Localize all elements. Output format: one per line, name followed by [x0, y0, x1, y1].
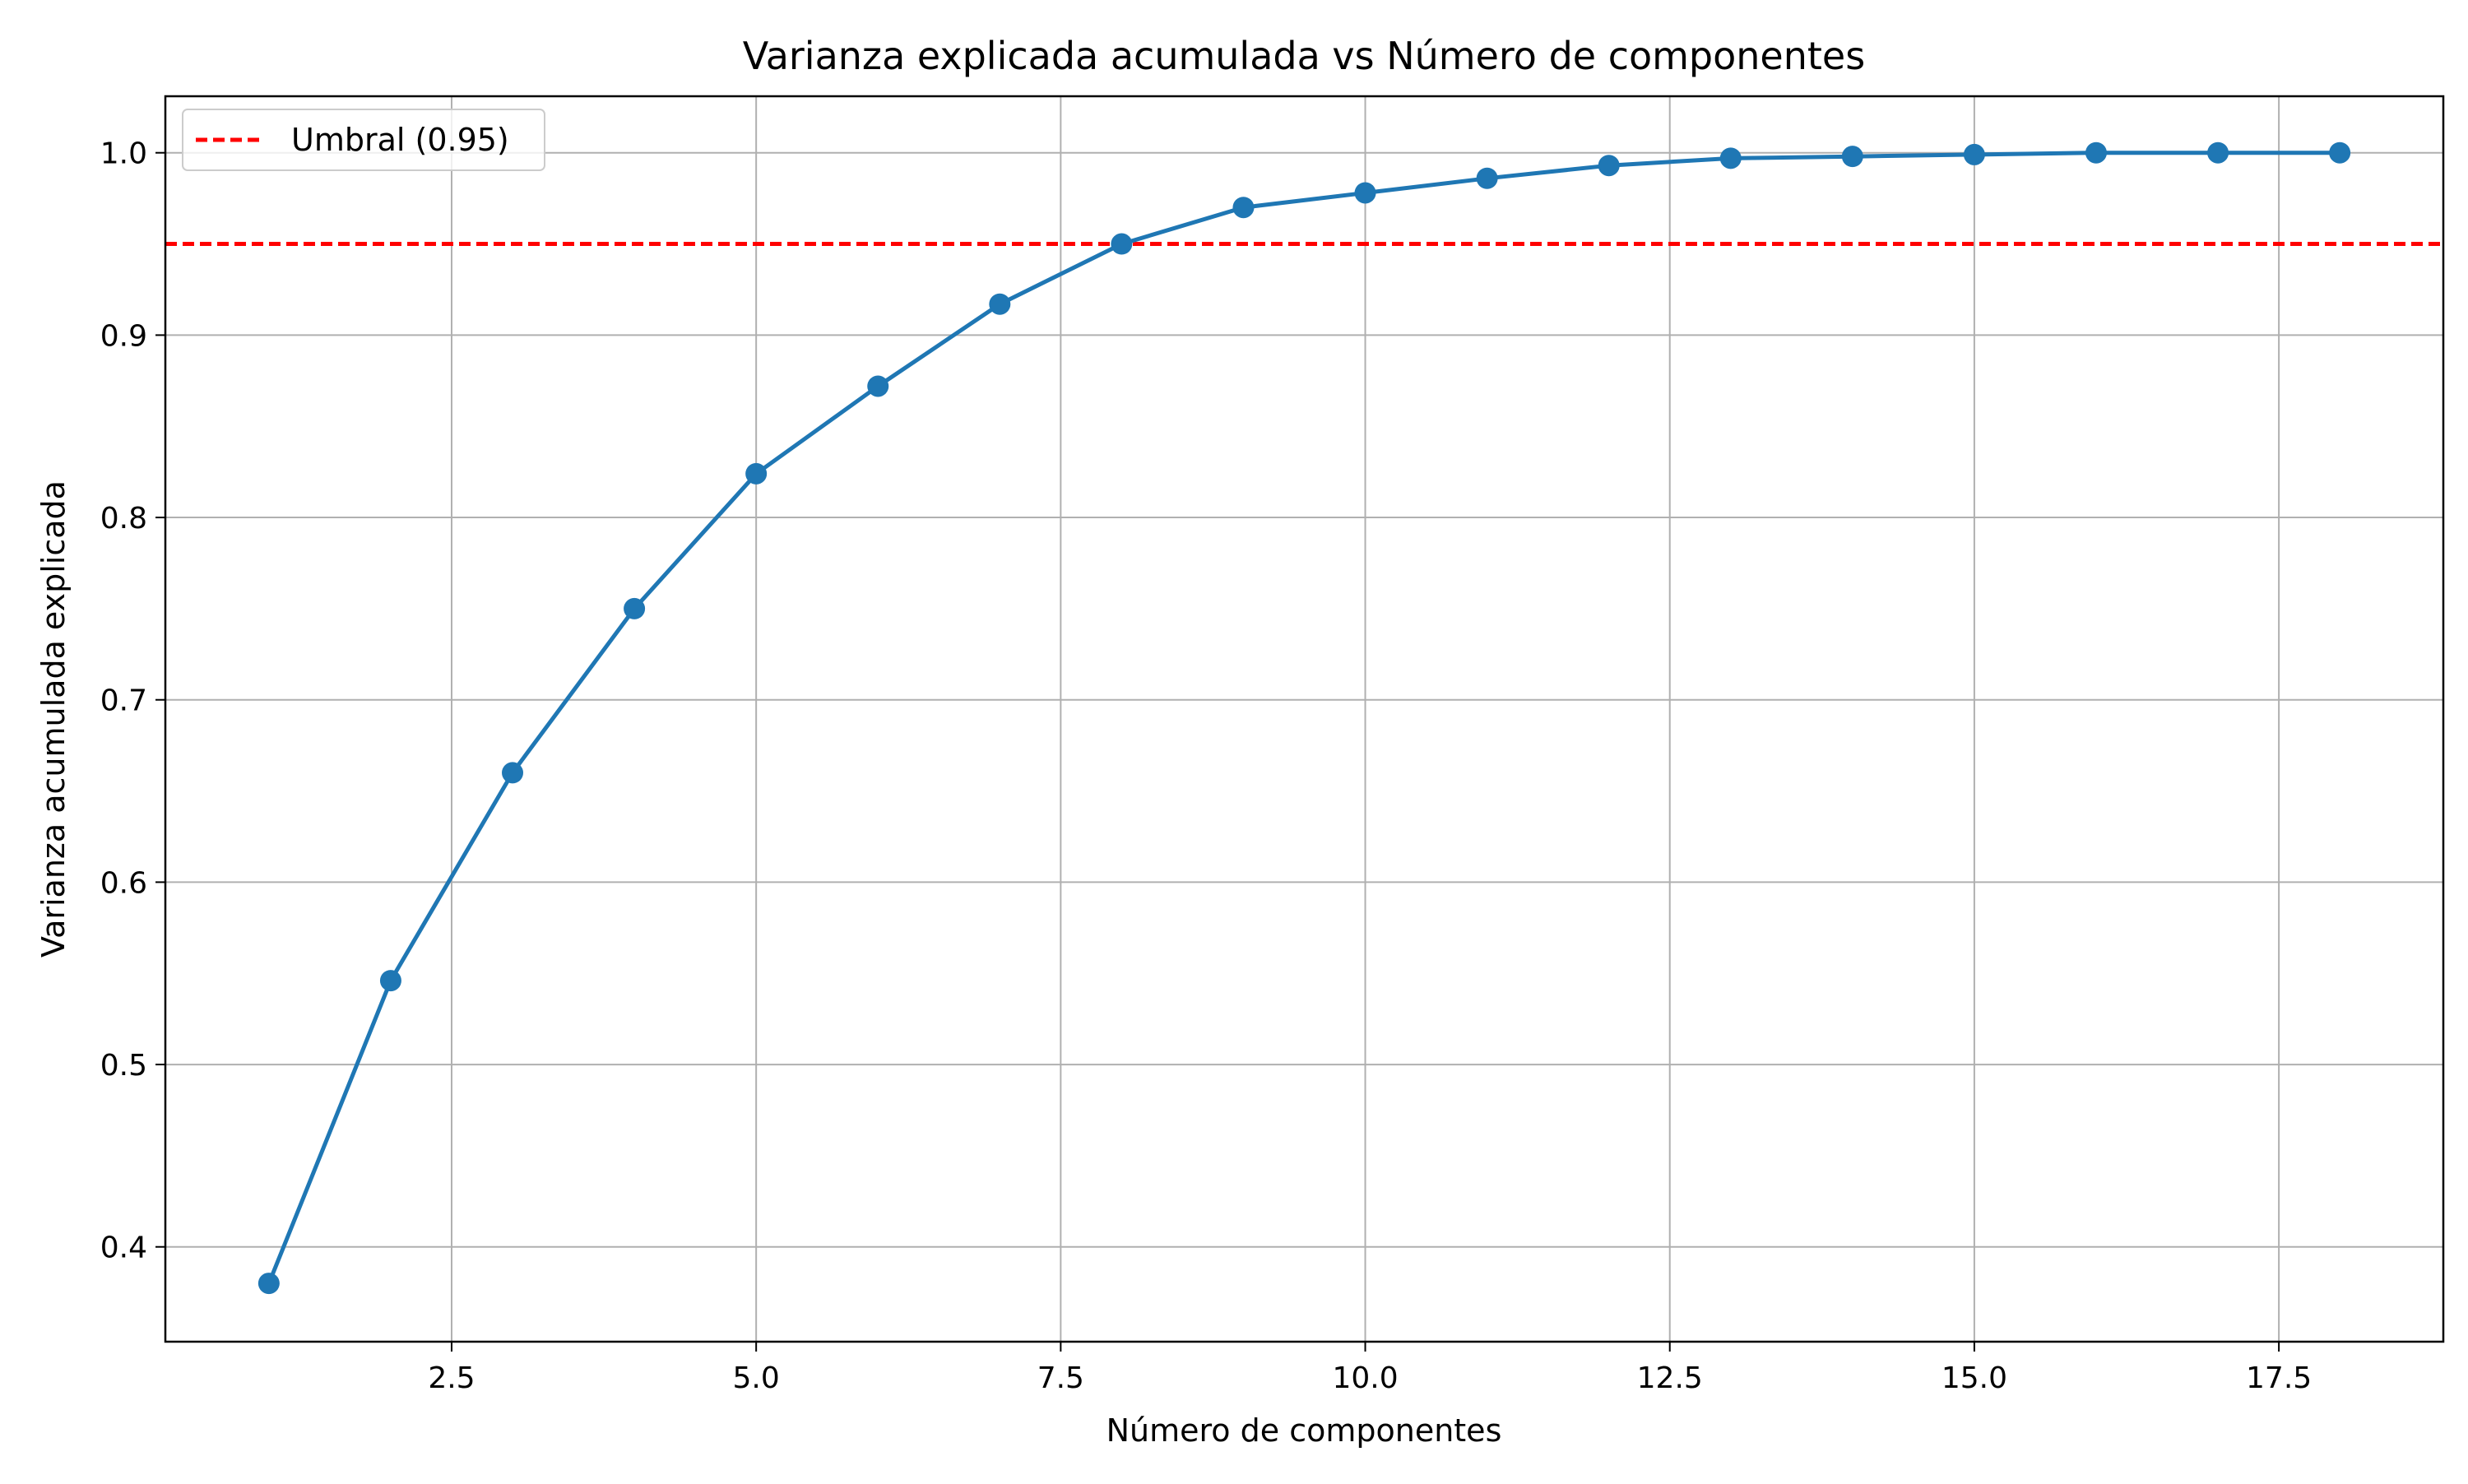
series-layer: [257, 141, 2351, 1295]
x-tick-label: 5.0: [733, 1361, 780, 1395]
y-tick-label: 0.4: [100, 1231, 147, 1265]
series-line: [267, 151, 2340, 1285]
x-tick-label: 15.0: [1941, 1361, 2007, 1395]
data-point: [1841, 146, 1863, 168]
legend-label: Umbral (0.95): [291, 122, 509, 158]
x-tick-label: 12.5: [1637, 1361, 1703, 1395]
data-point: [1598, 155, 1620, 177]
plot-frame: [164, 95, 2445, 1343]
y-tick-label: 0.5: [100, 1049, 147, 1083]
data-point: [2329, 141, 2351, 164]
data-point: [1476, 167, 1498, 189]
data-point: [867, 375, 889, 397]
y-axis-label: Varianza acumulada explicada: [35, 480, 72, 958]
data-point: [745, 462, 768, 485]
y-tick-label: 1.0: [100, 137, 147, 171]
data-point: [1354, 182, 1376, 204]
x-tick-label: 7.5: [1037, 1361, 1084, 1395]
ticks-layer: 2.5 5.0 7.5 10.0 12.5 15.0 17.5 0.4 0.5 0.6 0.7 0.8…: [100, 137, 2312, 1395]
data-point: [502, 762, 524, 784]
data-point: [1719, 147, 1742, 169]
chart-title: Varianza explicada acumulada vs Número d…: [743, 34, 1865, 78]
x-axis-label: Número de componentes: [1106, 1412, 1502, 1449]
data-point: [989, 293, 1011, 315]
data-point: [1111, 233, 1133, 255]
y-tick-label: 0.9: [100, 319, 147, 353]
data-point: [624, 597, 646, 619]
data-point: [257, 1273, 280, 1295]
y-tick-label: 0.8: [100, 502, 147, 536]
x-tick-label: 10.0: [1332, 1361, 1398, 1395]
y-tick-label: 0.6: [100, 866, 147, 900]
data-point: [1963, 143, 1985, 165]
legend: Umbral (0.95): [182, 109, 545, 171]
x-tick-label: 17.5: [2246, 1361, 2312, 1395]
y-tick-label: 0.7: [100, 684, 147, 718]
data-point: [1232, 197, 1255, 219]
data-point: [379, 970, 401, 992]
data-point: [2085, 141, 2107, 164]
data-point: [2207, 141, 2229, 164]
legend-box: [182, 109, 545, 171]
x-tick-label: 2.5: [428, 1361, 475, 1395]
